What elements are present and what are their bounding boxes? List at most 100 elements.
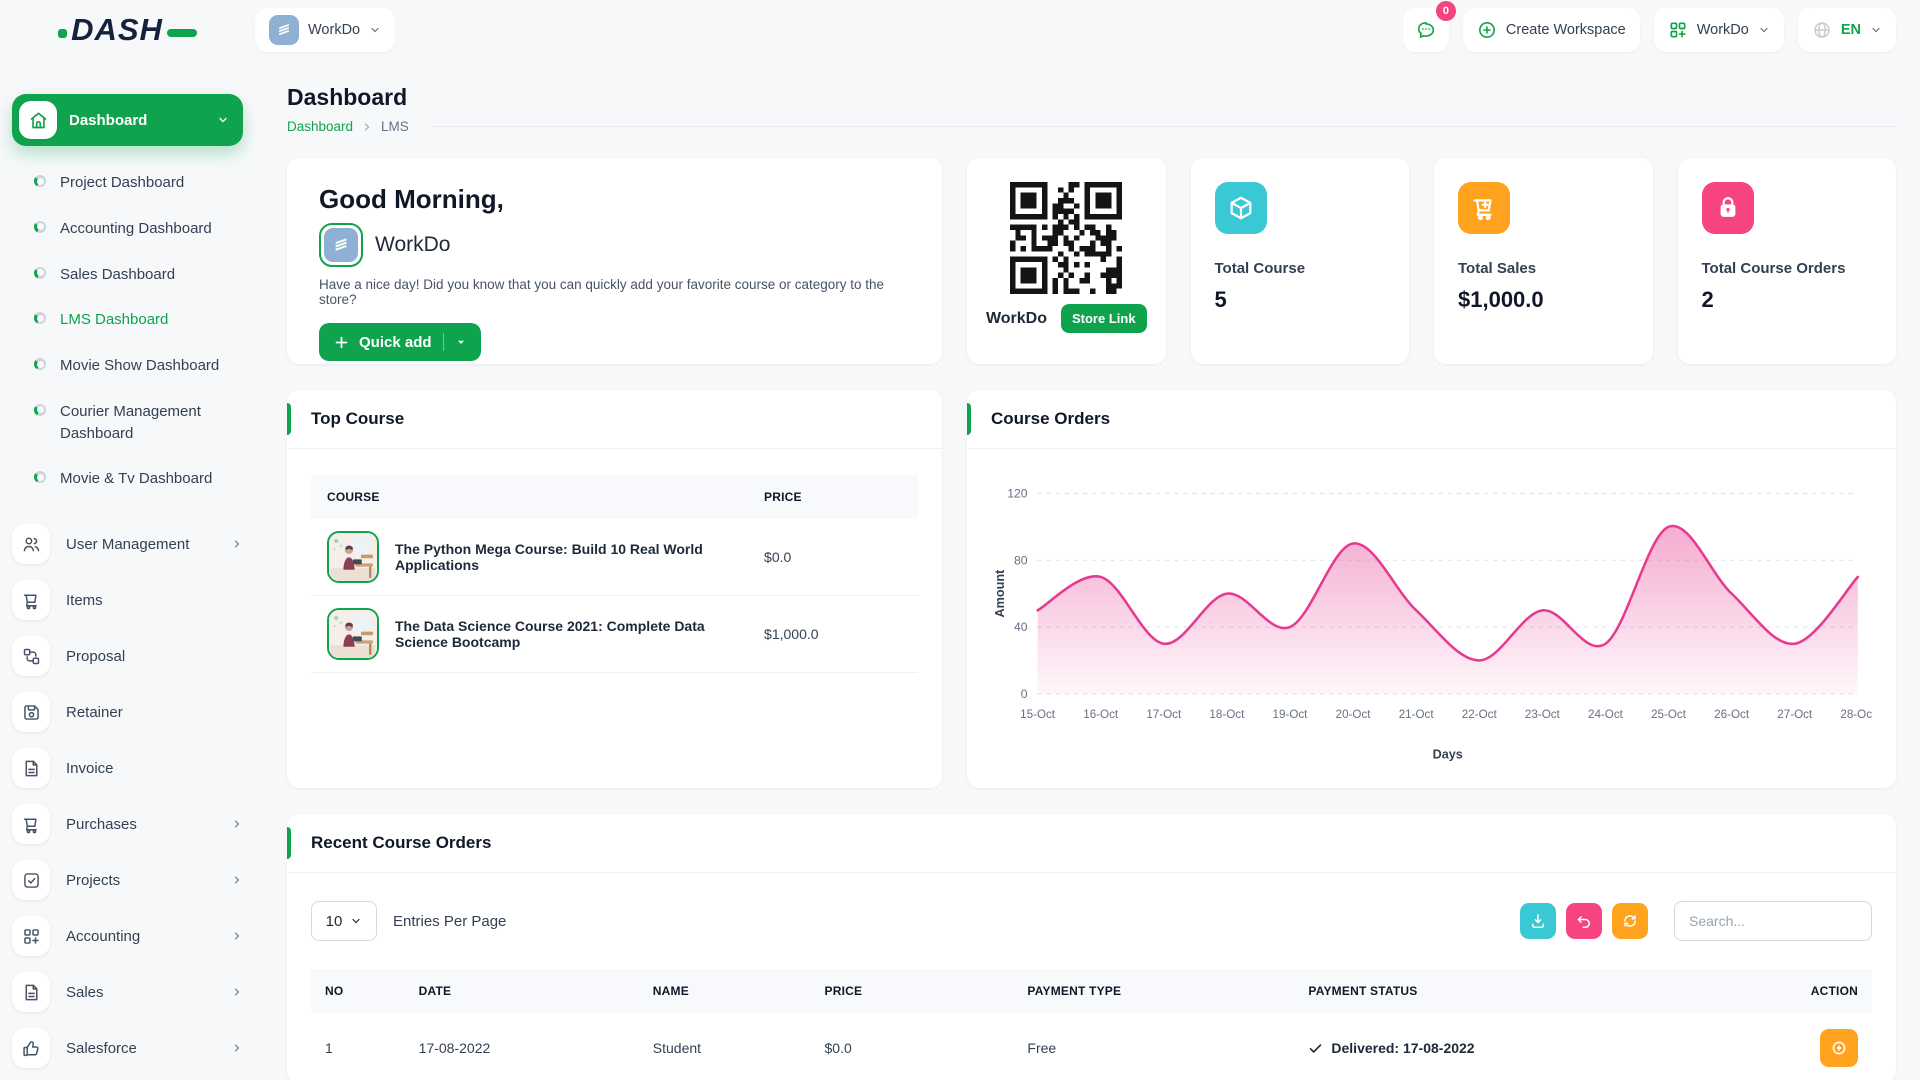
summary-row: Good Morning, WorkDo Have a nice day! Di…	[287, 158, 1896, 364]
course-price: $1,000.0	[748, 595, 918, 673]
status-ring-icon	[34, 220, 46, 233]
total-course-orders-card: Total Course Orders 2	[1677, 158, 1896, 364]
app-logo[interactable]: DASH	[0, 12, 255, 48]
top-course-table: COURSE PRICE The Python Mega Course: Bui…	[311, 475, 918, 673]
course-price: $0.0	[748, 519, 918, 596]
breadcrumb-dashboard[interactable]: Dashboard	[287, 119, 354, 134]
status-ring-icon	[34, 358, 46, 370]
svg-text:0: 0	[1021, 687, 1028, 701]
status-ring-icon	[34, 175, 46, 187]
svg-text:Days: Days	[1433, 748, 1463, 762]
column-header-no: NO	[311, 969, 405, 1013]
order-action-button[interactable]	[1820, 1029, 1858, 1067]
floppy-icon	[12, 692, 50, 732]
greeting-card: Good Morning, WorkDo Have a nice day! Di…	[287, 158, 942, 364]
greeting-title: Good Morning,	[319, 184, 504, 214]
caret-down-icon[interactable]	[455, 336, 467, 348]
entries-per-page-select[interactable]: 10	[311, 901, 377, 941]
course-title-link[interactable]: The Python Mega Course: Build 10 Real Wo…	[395, 541, 703, 573]
download-icon	[1532, 914, 1544, 928]
plus-circle-icon	[1478, 22, 1495, 38]
table-row: The Python Mega Course: Build 10 Real Wo…	[311, 519, 918, 596]
table-controls: 10 Entries Per Page	[311, 901, 1872, 941]
grid-plus-icon	[12, 916, 50, 956]
home-icon	[19, 101, 57, 139]
sidebar-item-retainer[interactable]: Retainer	[12, 692, 243, 732]
chat-icon	[1417, 22, 1435, 38]
sidebar-item-items[interactable]: Items	[12, 580, 243, 620]
chevron-down-icon	[1872, 27, 1880, 33]
quick-add-label: Quick add	[359, 333, 432, 351]
chevron-right-icon	[234, 876, 240, 884]
entries-value: 10	[325, 912, 343, 930]
reset-button[interactable]	[1566, 903, 1602, 939]
breadcrumb-current: LMS	[381, 119, 409, 134]
sidebar-item-movie-show-dashboard[interactable]: Movie Show Dashboard	[34, 355, 243, 377]
store-link-button[interactable]: Store Link	[1060, 304, 1147, 333]
sidebar-item-courier-management-dashboard[interactable]: Courier Management Dashboard	[34, 401, 243, 445]
building-icon	[269, 15, 299, 45]
chart-area: 0 40 80 120 15-Oct 16-Oct 17-Oct 18-Oct 19-Oct 20…	[967, 449, 1896, 788]
sidebar-item-proposal[interactable]: Proposal	[12, 636, 243, 676]
sidebar-item-accounting-dashboard[interactable]: Accounting Dashboard	[34, 218, 243, 240]
column-header-price: PRICE	[810, 969, 1014, 1013]
cart-icon	[12, 580, 50, 620]
chevron-down-icon	[352, 918, 360, 924]
sidebar-item-projects[interactable]: Projects	[12, 860, 243, 900]
avatar	[319, 223, 363, 267]
messages-button[interactable]: 0	[1402, 1, 1456, 52]
user-name: WorkDo	[375, 233, 451, 256]
stat-value: $1,000.0	[1458, 287, 1544, 312]
sidebar-item-movie-tv-dashboard[interactable]: Movie & Tv Dashboard	[34, 468, 243, 490]
entries-per-page-label: Entries Per Page	[393, 912, 507, 930]
top-bar-actions: 0 Create Workspace WorkDo EN	[1402, 1, 1896, 52]
course-thumbnail	[327, 531, 379, 583]
course-title-link[interactable]: The Data Science Course 2021: Complete D…	[395, 618, 705, 650]
chevron-down-icon	[219, 117, 227, 123]
recent-orders-table: NO DATE NAME PRICE PAYMENT TYPE PAYMENT …	[311, 969, 1872, 1080]
column-header-name: NAME	[638, 969, 811, 1013]
workdo-menu-label: WorkDo	[1696, 22, 1749, 38]
sidebar-item-user-management[interactable]: User Management	[12, 524, 243, 564]
svg-text:16-Oct: 16-Oct	[1083, 708, 1119, 721]
sidebar-item-sales[interactable]: Sales	[12, 972, 243, 1012]
sidebar-item-invoice[interactable]: Invoice	[12, 748, 243, 788]
refresh-button[interactable]	[1612, 903, 1648, 939]
svg-text:19-Oct: 19-Oct	[1273, 708, 1309, 721]
refund-icon	[1832, 1041, 1846, 1055]
search-input[interactable]	[1674, 901, 1872, 941]
sidebar-item-salesforce[interactable]: Salesforce	[12, 1028, 243, 1068]
sidebar: Dashboard Project Dashboard Accounting D…	[0, 60, 255, 1080]
create-workspace-button[interactable]: Create Workspace	[1462, 8, 1640, 52]
top-course-card: Top Course COURSE PRICE	[287, 390, 942, 788]
order-no: 1	[325, 1040, 333, 1056]
building-icon	[324, 228, 358, 262]
language-selector[interactable]: EN	[1797, 8, 1896, 52]
export-button[interactable]	[1520, 903, 1556, 939]
recent-course-orders-card: Recent Course Orders 10 Entries Per Page	[287, 814, 1896, 1080]
workspace-name: WorkDo	[308, 22, 361, 38]
sidebar-item-project-dashboard[interactable]: Project Dashboard	[34, 172, 243, 194]
document-icon	[12, 972, 50, 1012]
sidebar-item-accounting[interactable]: Accounting	[12, 916, 243, 956]
button-divider	[442, 333, 444, 351]
table-row: 1 17-08-2022 Student $0.0 Free Delivered…	[311, 1013, 1872, 1080]
sidebar-item-lms-dashboard[interactable]: LMS Dashboard	[34, 309, 243, 331]
workspace-selector[interactable]: WorkDo	[255, 8, 396, 52]
sidebar-item-purchases[interactable]: Purchases	[12, 804, 243, 844]
main-content: Dashboard Dashboard LMS Good Morning, Wo…	[255, 60, 1920, 1080]
greeting-message: Have a nice day! Did you know that you c…	[319, 277, 885, 307]
column-header-action: ACTION	[1747, 969, 1872, 1013]
quick-add-button[interactable]: Quick add	[319, 323, 481, 361]
sidebar-item-dashboard[interactable]: Dashboard	[12, 94, 243, 146]
svg-text:18-Oct: 18-Oct	[1209, 708, 1245, 721]
card-header: Recent Course Orders	[287, 814, 1896, 873]
svg-text:17-Oct: 17-Oct	[1146, 708, 1182, 721]
chevron-right-icon	[234, 540, 240, 548]
sidebar-item-sales-dashboard[interactable]: Sales Dashboard	[34, 264, 243, 286]
workdo-apps-menu[interactable]: WorkDo	[1653, 8, 1784, 52]
svg-text:25-Oct: 25-Oct	[1651, 708, 1687, 721]
breadcrumb-divider	[430, 126, 1896, 127]
table-row: The Data Science Course 2021: Complete D…	[311, 595, 918, 673]
breadcrumb: Dashboard LMS	[287, 119, 1896, 134]
